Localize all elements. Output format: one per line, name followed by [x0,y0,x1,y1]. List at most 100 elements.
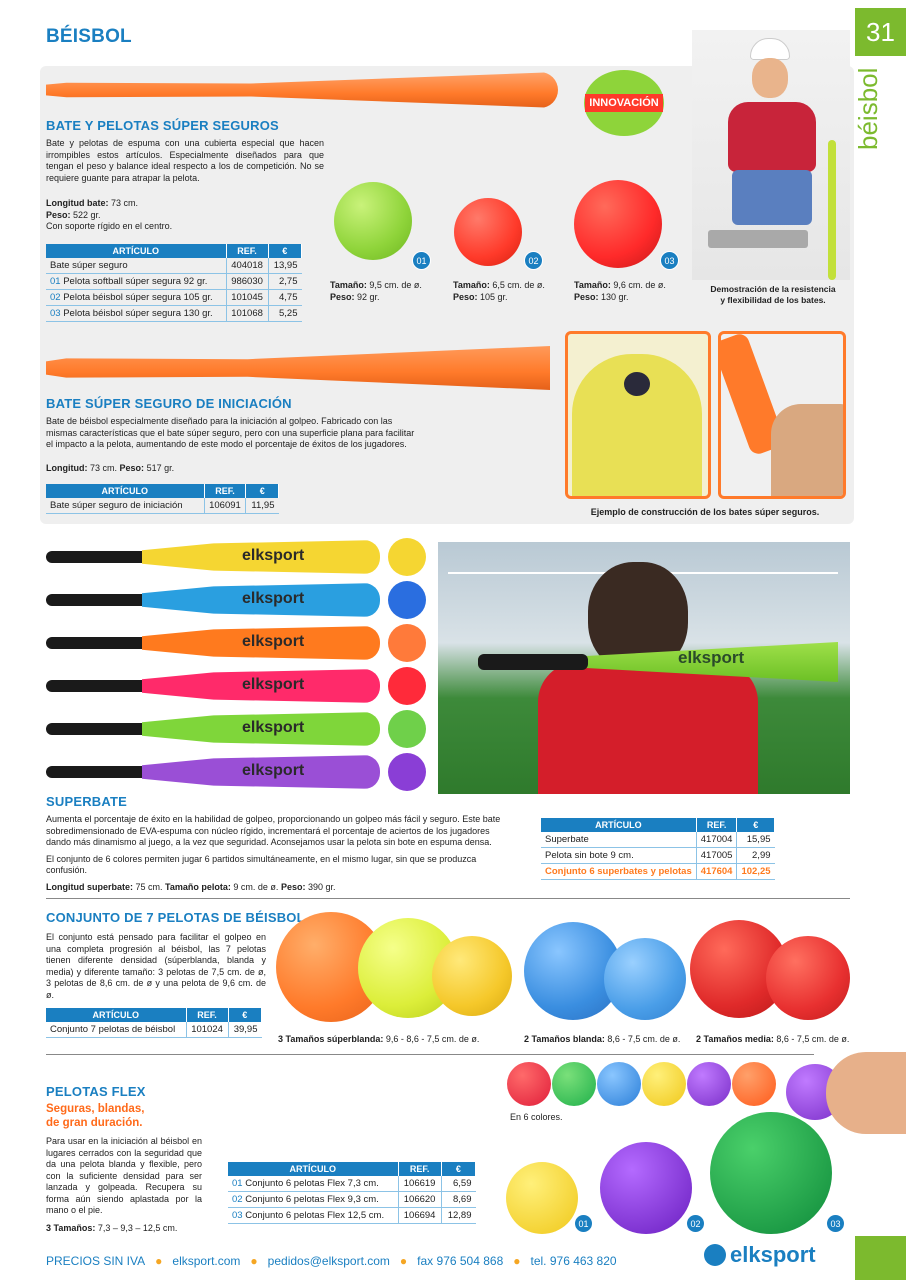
bat-brand-label: elksport [242,547,305,564]
superbate-ball-1 [388,538,426,576]
bat-brand-label: elksport [242,762,305,779]
footer-green-tab [855,1236,906,1280]
superbate-bat-2: elksport [46,583,380,617]
superbate-title: SUPERBATE [46,794,128,809]
flex-badge-03: 03 [826,1214,845,1233]
flex-badge-01: 01 [574,1214,593,1233]
superbate-ball-5 [388,710,426,748]
table-row: Bate súper seguro 404018 13,95 [46,258,302,274]
flex-ball-yellow [642,1062,686,1106]
ball-02-specs: Tamaño: 6,5 cm. de ø. Peso: 105 gr. [453,280,545,302]
table-row: 02 Conjunto 6 pelotas Flex 9,3 cm. 10662… [228,1191,476,1208]
flex-ball-orange [732,1062,776,1106]
conjunto7-caption-3: 2 Tamaños media: 8,6 - 7,5 cm. de ø. [696,1034,850,1044]
superbate-bat-1: elksport [46,540,380,574]
demo-photo [692,30,850,280]
flex-ball-02-image [600,1142,692,1234]
table-row: 02 Pelota béisbol súper segura 105 gr. 1… [46,289,302,306]
table-row: Conjunto 7 pelotas de béisbol 101024 39,… [46,1022,262,1038]
flex-ball-purple [687,1062,731,1106]
flex-ball-blue [597,1062,641,1106]
divider [46,898,850,899]
footer-fax: fax 976 504 868 [417,1254,504,1268]
flex-table: ARTÍCULO REF. € 01 Conjunto 6 pelotas Fl… [228,1162,477,1224]
iniciacion-title: BATE SÚPER SEGURO DE INICIACIÓN [46,396,292,411]
ball-03-image [574,180,662,268]
superbate-bats-group: elksport elksport elksport elksport elksport… [46,538,430,791]
ball-02-badge: 02 [524,251,543,270]
logo-icon [704,1244,726,1266]
superbate-desc: Aumenta el porcentaje de éxito en la hab… [46,814,501,892]
ball-01-specs: Tamaño: 9,5 cm. de ø. Peso: 92 gr. [330,280,422,302]
superbate-ball-2 [388,581,426,619]
flex-title: PELOTAS FLEX [46,1084,146,1099]
table-row: Pelota sin bote 9 cm. 417005 2,99 [541,847,775,864]
flex-desc: Para usar en la iniciación al béisbol en… [46,1136,202,1215]
divider [46,1054,814,1055]
bate-pelotas-desc: Bate y pelotas de espuma con una cubiert… [46,138,324,183]
superbate-table: ARTÍCULO REF. € Superbate 417004 15,95 P… [541,818,776,880]
superblanda-small-ball [432,936,512,1016]
flex-ball-03-image [710,1112,832,1234]
iniciacion-desc: Bate de béisbol especialmente diseñado p… [46,416,415,449]
bat-brand-label: elksport [242,676,305,693]
flex-colors-caption: En 6 colores. [510,1112,563,1122]
flex-ball-01-image [506,1162,578,1234]
table-row: Bate súper seguro de iniciación 106091 1… [46,498,279,514]
bat-handle [46,551,148,563]
table-row: Conjunto 6 superbates y pelotas 417604 1… [541,863,775,880]
section-title: BÉISBOL [46,26,132,47]
construction-caption: Ejemplo de construcción de los bates súp… [590,507,820,517]
footer-website-link[interactable]: elksport.com [172,1254,241,1268]
construction-photo-1 [565,331,711,499]
bat-brand-label: elksport [242,719,305,736]
conjunto7-desc: El conjunto está pensado para facilitar … [46,932,266,1000]
flex-ball-red [507,1062,551,1106]
media-small-ball [766,936,850,1020]
side-tab-label: béisbol [853,67,883,150]
page-number-tab: 31 [855,8,906,56]
superbate-bat-6: elksport [46,755,380,789]
superbate-bat-3: elksport [46,626,380,660]
bat-handle [46,680,148,692]
footer-logo: elksport [704,1242,816,1268]
superbate-bat-4: elksport [46,669,380,703]
demo-caption: Demostración de la resistencia y flexibi… [710,284,836,305]
conjunto7-title: CONJUNTO DE 7 PELOTAS DE BÉISBOL [46,910,305,925]
footer-email-link[interactable]: pedidos@elksport.com [267,1254,390,1268]
superbate-ball-6 [388,753,426,791]
footer-phone: tel. 976 463 820 [530,1254,617,1268]
conjunto7-caption-1: 3 Tamaños súperblanda: 9,6 - 8,6 - 7,5 c… [278,1034,480,1044]
table-row: 03 Pelota béisbol súper segura 130 gr. 1… [46,305,302,322]
bat-handle [46,594,148,606]
bat-brand-label: elksport [242,590,305,607]
conjunto7-table: ARTÍCULO REF. € Conjunto 7 pelotas de bé… [46,1008,263,1038]
flex-subtitle: Seguras, blandas, de gran duración. [46,1103,145,1129]
hand-image [826,1052,906,1134]
blanda-small-ball [604,938,686,1020]
ball-03-badge: 03 [660,251,679,270]
flex-ball-green [552,1062,596,1106]
flex-badge-02: 02 [686,1214,705,1233]
construction-photo-2 [718,331,846,499]
superbate-photo: elksport [438,542,850,794]
conjunto7-caption-2: 2 Tamaños blanda: 8,6 - 7,5 cm. de ø. [524,1034,681,1044]
ball-02-image [454,198,522,266]
ball-01-badge: 01 [412,251,431,270]
footer-prices: PRECIOS SIN IVA [46,1254,146,1268]
ball-01-image [334,182,412,260]
superbate-ball-3 [388,624,426,662]
bat-brand-label: elksport [242,633,305,650]
table-row: 03 Conjunto 6 pelotas Flex 12,5 cm. 1066… [228,1207,476,1224]
table-row: 01 Conjunto 6 pelotas Flex 7,3 cm. 10661… [228,1176,476,1192]
bat-handle [46,766,148,778]
bate-pelotas-title: BATE Y PELOTAS SÚPER SEGUROS [46,118,279,133]
bat-handle [46,723,148,735]
superbate-ball-4 [388,667,426,705]
table-row: 01 Pelota softball súper segura 92 gr. 9… [46,273,302,290]
iniciacion-table: ARTÍCULO REF. € Bate súper seguro de ini… [46,484,279,514]
bate-pelotas-specs: Longitud bate: 73 cm. Peso: 522 gr. Con … [46,198,173,231]
footer: PRECIOS SIN IVA ● elksport.com ● pedidos… [46,1254,617,1268]
bat-handle [46,637,148,649]
table-row: Superbate 417004 15,95 [541,832,775,848]
